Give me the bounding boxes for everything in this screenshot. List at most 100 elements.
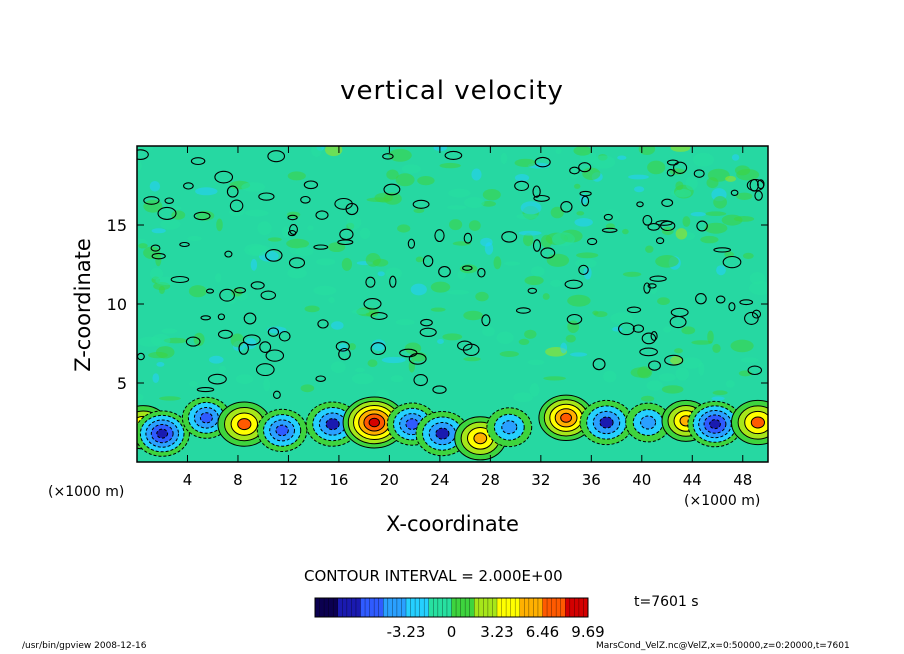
contour-line: [650, 331, 658, 341]
field-speckle: [707, 330, 714, 344]
field-speckle: [287, 268, 307, 279]
contour-line: [695, 293, 707, 305]
field-speckle: [482, 189, 501, 201]
contour-line: [532, 239, 542, 252]
contour-line: [434, 229, 445, 243]
chart-title: vertical velocity: [340, 76, 564, 106]
field-speckle: [248, 245, 271, 256]
field-speckle: [437, 339, 444, 344]
field-speckle: [681, 326, 696, 335]
colorbar-swatch: [428, 598, 452, 617]
field-speckle: [550, 206, 564, 219]
field-speckle: [331, 321, 344, 330]
field-speckle: [263, 378, 271, 392]
contour-interval-label: CONTOUR INTERVAL = 2.000E+00: [304, 567, 563, 585]
colorbar-swatch: [383, 598, 407, 617]
field-speckle: [570, 352, 588, 357]
contour-line: [389, 275, 397, 288]
contour-line: [601, 227, 618, 233]
contour-line: [137, 149, 149, 160]
contour-line: [728, 302, 736, 312]
contour-line: [365, 276, 376, 288]
field-speckle: [311, 146, 322, 157]
field-speckle: [430, 307, 446, 312]
x-axis-ticks: 4 8 12 16 20 24 28 32 36 40 44 48: [183, 146, 752, 489]
field-speckle: [155, 252, 162, 267]
field-speckle: [137, 160, 142, 172]
colorbar-swatch: [474, 598, 498, 617]
field-speckle: [224, 298, 236, 304]
contour-line: [183, 182, 194, 190]
colorbar-swatch: [542, 598, 566, 617]
velocity-cell-contour: [237, 418, 252, 431]
velocity-cells: [137, 394, 768, 461]
field-speckle: [171, 210, 186, 220]
contour-line: [196, 387, 215, 393]
contour-line: [363, 298, 382, 310]
contour-line: [754, 190, 763, 201]
field-speckle: [484, 242, 494, 255]
field-speckle: [471, 168, 482, 181]
contour-line: [170, 275, 190, 284]
contour-line: [569, 166, 580, 175]
contour-line: [258, 192, 275, 201]
colorbar-swatch: [315, 598, 339, 617]
y-axis-label: Z-coordinate: [71, 238, 95, 372]
field-speckle: [736, 192, 753, 200]
field-speckle: [576, 211, 585, 216]
field-speckle: [670, 146, 691, 152]
contour-line: [288, 257, 306, 269]
field-speckle: [663, 326, 672, 333]
field-speckle: [690, 212, 706, 217]
contour-line: [673, 161, 688, 174]
contour-line: [190, 157, 206, 166]
contour-line: [217, 313, 226, 321]
field-speckle: [542, 293, 550, 300]
field-speckle: [576, 252, 599, 259]
contour-line: [655, 220, 673, 226]
x-tick-label: 36: [582, 471, 601, 489]
velocity-cell-contour: [435, 427, 450, 440]
contour-line: [242, 334, 261, 346]
contour-line: [234, 287, 247, 294]
contour-line: [226, 185, 239, 198]
field-speckle: [156, 362, 165, 367]
field-speckle: [514, 158, 537, 167]
contour-line: [219, 288, 235, 302]
contour-line: [317, 319, 329, 329]
field-speckle: [287, 171, 306, 181]
contour-line: [639, 347, 658, 357]
field-speckle: [675, 181, 684, 191]
contour-line: [747, 365, 763, 376]
field-speckle: [137, 394, 144, 401]
field-speckle: [482, 326, 495, 337]
contour-line: [730, 189, 739, 196]
field-speckle: [658, 373, 676, 382]
field-speckle: [410, 283, 427, 296]
field-speckle: [638, 146, 656, 155]
contour-line: [157, 206, 177, 220]
field-speckle: [351, 373, 374, 385]
colorbar-swatch: [406, 598, 430, 617]
field-speckle: [555, 147, 562, 154]
contour-line: [179, 241, 190, 248]
field-speckle: [705, 211, 727, 216]
field-speckle: [520, 201, 542, 215]
contour-line: [315, 210, 329, 220]
contour-line: [151, 252, 166, 260]
contour-line: [693, 169, 705, 178]
field-speckle: [647, 160, 666, 175]
field-speckle: [674, 348, 683, 354]
field-speckle: [721, 214, 743, 226]
colorbar-tick-label: 3.23: [480, 623, 513, 641]
x-tick-label: 24: [430, 471, 449, 489]
contour-line: [313, 244, 329, 250]
contour-line: [303, 180, 319, 190]
contour-line: [370, 342, 387, 356]
contour-line: [578, 162, 592, 173]
contour-line: [407, 238, 416, 249]
field-speckle: [657, 297, 670, 305]
field-speckle: [381, 356, 406, 364]
contour-line: [477, 267, 486, 278]
contour-line: [696, 220, 708, 232]
